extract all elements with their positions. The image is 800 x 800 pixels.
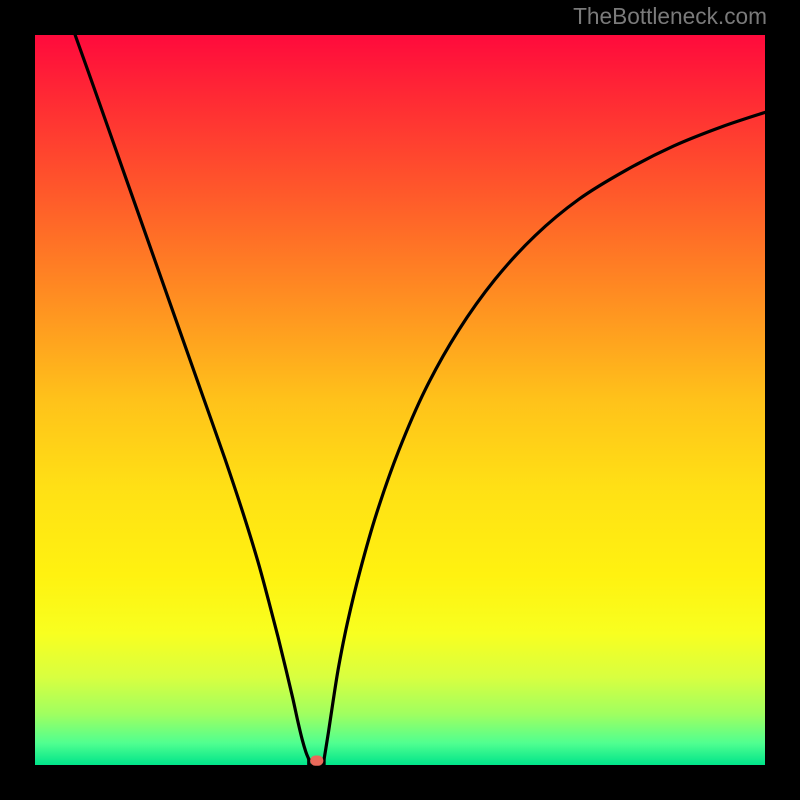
chart-svg: [0, 0, 800, 800]
plot-background: [35, 35, 765, 765]
min-point-marker: [310, 756, 323, 766]
marker-layer: [310, 756, 323, 766]
chart-root: TheBottleneck.com: [0, 0, 800, 800]
watermark-text: TheBottleneck.com: [573, 3, 767, 30]
